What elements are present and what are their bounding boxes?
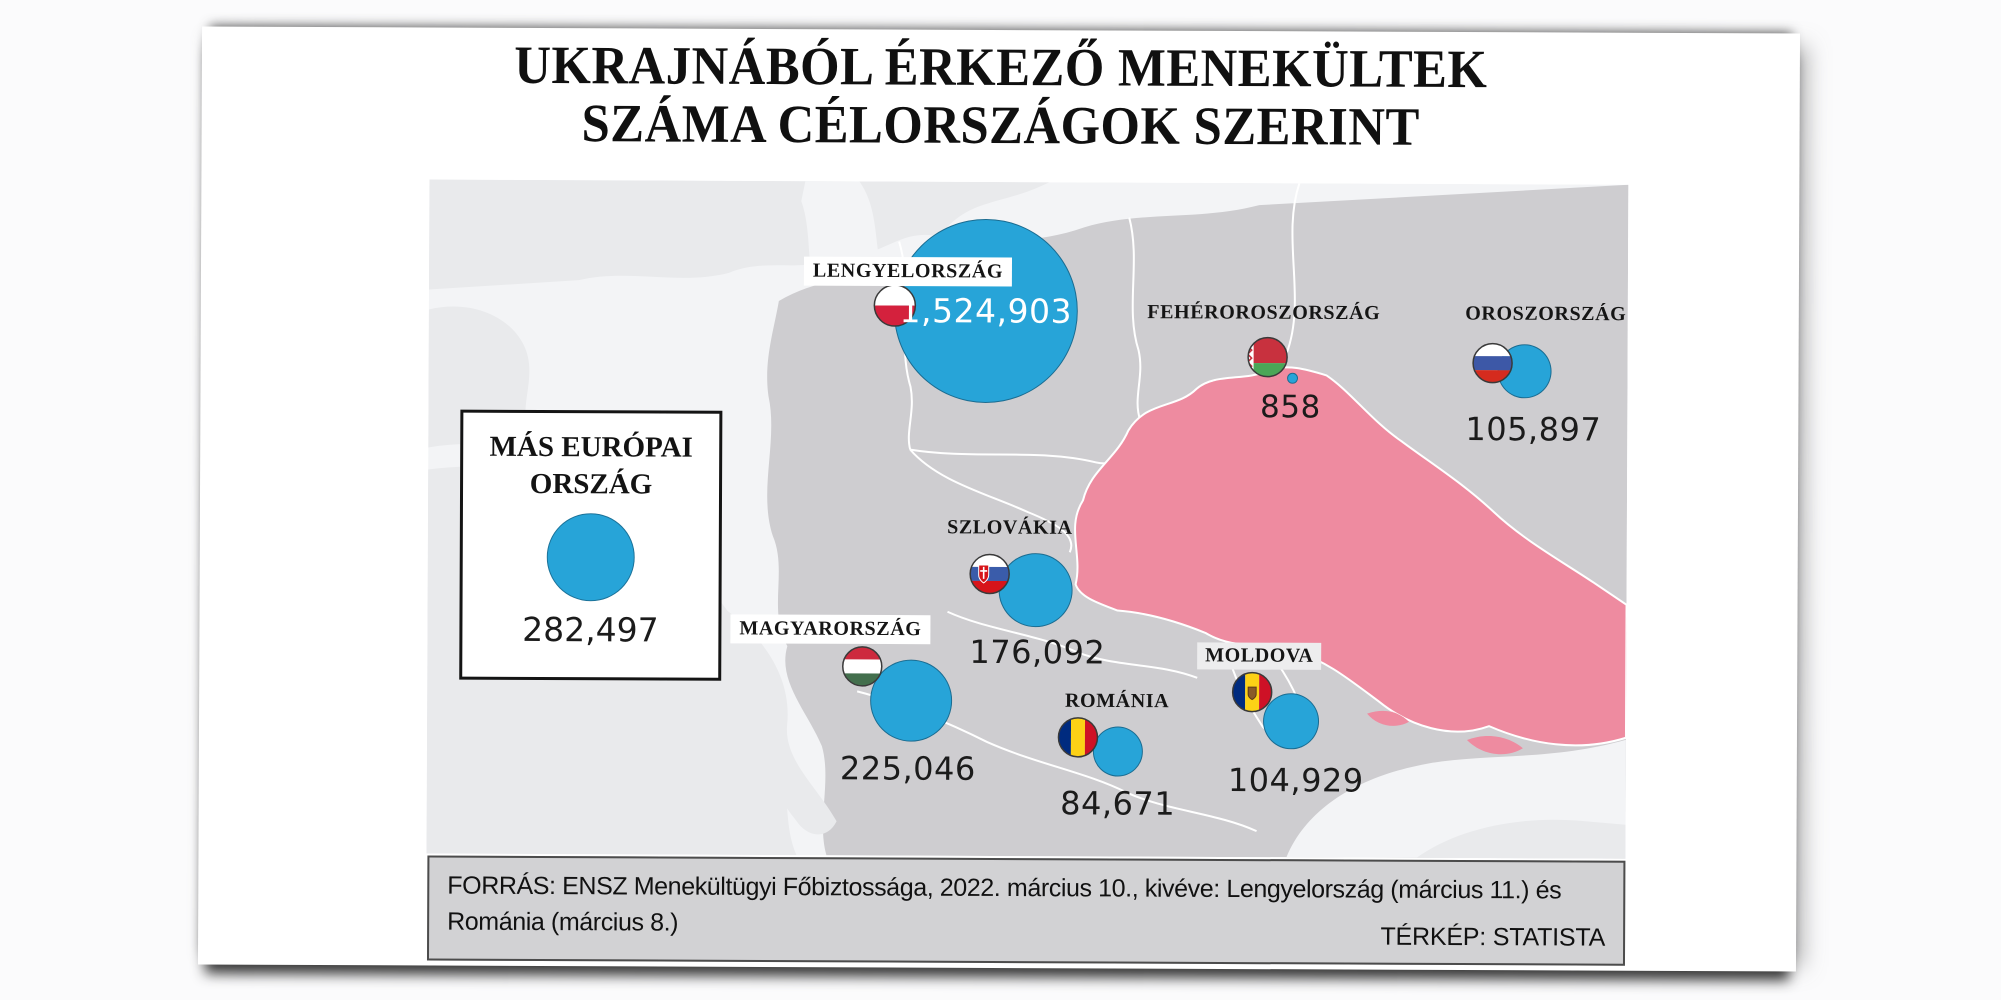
legend-title: MÁS EURÓPAI ORSZÁG (463, 429, 719, 504)
legend-bubble (546, 513, 635, 602)
odessa-coast-shape (1367, 710, 1410, 726)
crimea-shape (1466, 735, 1523, 755)
hungary-flag-icon (842, 646, 883, 687)
russia-value: 105,897 (1465, 410, 1602, 449)
poland-flag-icon (873, 284, 917, 327)
map-base-svg (426, 179, 1629, 859)
legend-box: MÁS EURÓPAI ORSZÁG 282,497 (459, 409, 723, 681)
slovakia-flag-icon (969, 553, 1010, 595)
turkey-land (1416, 819, 1626, 859)
label-romania: ROMÁNIA (1064, 689, 1170, 713)
romania-value: 84,671 (1060, 784, 1176, 823)
legend-title-line-2: ORSZÁG (529, 467, 653, 501)
label-feheroroszorszag: FEHÉROROSZORSZÁG (1147, 301, 1381, 325)
source-line-1: FORRÁS: ENSZ Menekültügyi Főbiztossága, … (447, 871, 1562, 905)
russia-flag-icon (1472, 342, 1513, 384)
poland-value: 1,524,903 (899, 291, 1073, 331)
infographic-title: UKRAJNÁBÓL ÉRKEZŐ MENEKÜLTEK SZÁMA CÉLOR… (249, 35, 1752, 158)
scandinavia-land (428, 179, 1050, 290)
source-footer: FORRÁS: ENSZ Menekültügyi Főbiztossága, … (426, 855, 1626, 966)
hungary-value: 225,046 (839, 749, 976, 788)
label-oroszorszag: OROSZORSZÁG (1465, 302, 1627, 326)
europe-map: MÁS EURÓPAI ORSZÁG 282,497 LENGYELORSZÁG… (426, 179, 1629, 859)
belarus-flag-icon (1247, 336, 1288, 378)
label-moldova: MOLDOVA (1197, 642, 1322, 670)
italy-land (707, 610, 837, 835)
label-szlovakia: SZLOVÁKIA (947, 516, 1073, 539)
slovakia-value: 176,092 (969, 632, 1106, 672)
legend-title-line-1: MÁS EURÓPAI (489, 430, 693, 464)
romania-bubble (1092, 726, 1144, 777)
belarus-bubble (1287, 372, 1299, 384)
map-credit: TÉRKÉP: STATISTA (1380, 922, 1606, 952)
title-line-2: SZÁMA CÉLORSZÁGOK SZERINT (581, 93, 1420, 157)
title-line-1: UKRAJNÁBÓL ÉRKEZŐ MENEKÜLTEK (514, 34, 1488, 100)
moldova-value: 104,929 (1227, 761, 1364, 800)
romania-flag-icon (1057, 717, 1099, 758)
belarus-value: 858 (1259, 389, 1321, 426)
label-lengyelorszag: LENGYELORSZÁG (803, 256, 1013, 287)
moldova-flag-icon (1231, 671, 1273, 713)
label-magyarorszag: MAGYARORSZÁG (730, 614, 931, 645)
infographic-page: UKRAJNÁBÓL ÉRKEZŐ MENEKÜLTEK SZÁMA CÉLOR… (197, 26, 1801, 972)
legend-value: 282,497 (522, 609, 659, 650)
